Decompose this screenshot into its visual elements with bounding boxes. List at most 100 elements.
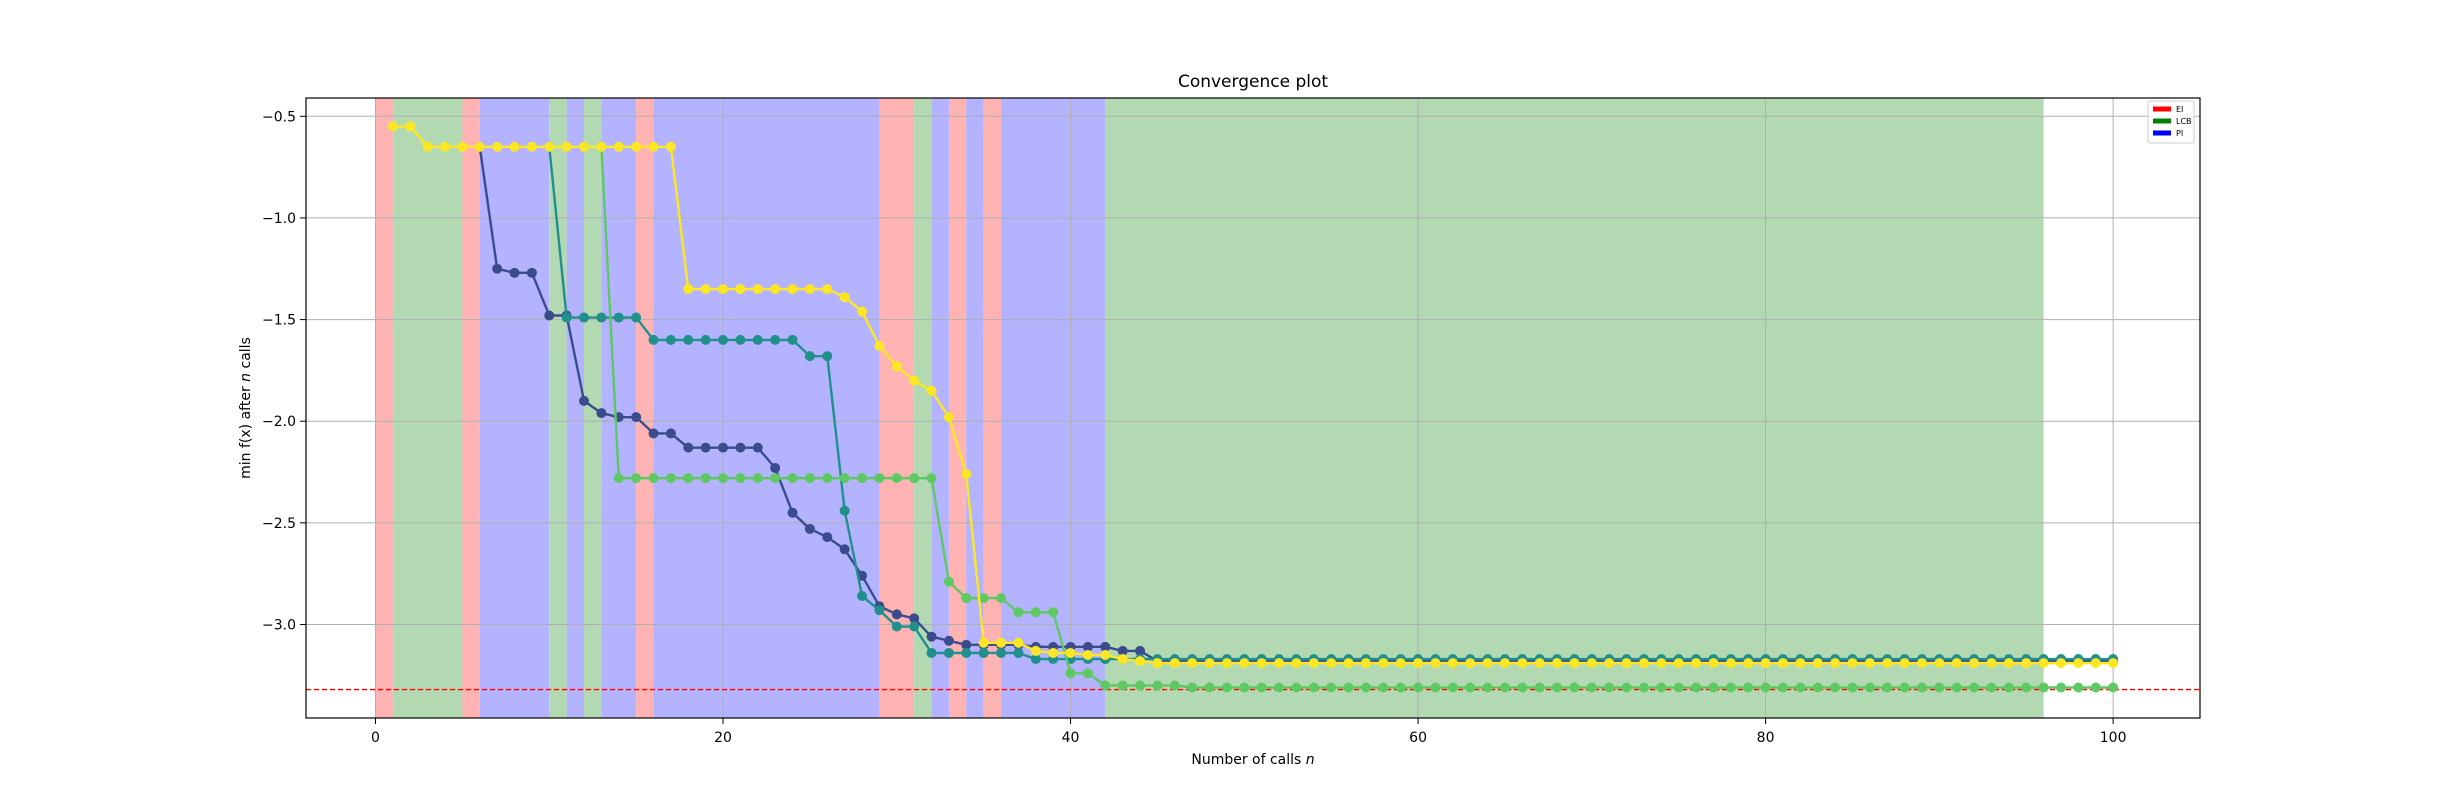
band-ei-2 — [462, 98, 480, 718]
series-point — [1777, 682, 1788, 693]
series-point — [874, 473, 885, 484]
series-point — [1308, 682, 1319, 693]
series-point — [804, 284, 815, 295]
series-line — [392, 125, 2114, 665]
series-point — [665, 428, 676, 439]
series-point — [1899, 682, 1910, 693]
series-point — [1604, 658, 1615, 669]
series-point — [839, 292, 850, 303]
series-point — [1135, 645, 1146, 656]
series-point — [526, 141, 537, 152]
series-point — [1048, 607, 1059, 618]
series-point — [1552, 658, 1563, 669]
band-pi-12 — [931, 98, 949, 718]
x-axis-label-text: Number of calls — [1191, 752, 1301, 768]
series-point — [1152, 658, 1163, 669]
series-point — [631, 141, 642, 152]
series-point — [1030, 607, 1041, 618]
series-point — [1465, 658, 1476, 669]
series-point — [1795, 682, 1806, 693]
legend-label-ei: EI — [2176, 105, 2183, 114]
series-point — [700, 442, 711, 453]
series-point — [1760, 658, 1771, 669]
y-tick-label: −1.0 — [262, 211, 296, 227]
series-point — [405, 121, 416, 132]
series-point — [1360, 658, 1371, 669]
series-point — [561, 312, 572, 323]
series-point — [926, 385, 937, 396]
series-point — [1291, 658, 1302, 669]
series-point — [2090, 658, 2101, 669]
series-point — [857, 591, 868, 602]
series-point — [561, 141, 572, 152]
series-point — [1708, 658, 1719, 669]
x-tick-label: 0 — [371, 730, 380, 746]
series-point — [857, 473, 868, 484]
series-point — [1135, 680, 1146, 691]
series-point — [1326, 658, 1337, 669]
series-point — [787, 473, 798, 484]
series-point — [909, 473, 920, 484]
series-point — [787, 507, 798, 518]
series-point — [891, 621, 902, 632]
series-point — [1013, 647, 1024, 658]
series-point — [1239, 682, 1250, 693]
series-point — [1691, 682, 1702, 693]
series-point — [492, 263, 503, 274]
series-point — [1065, 668, 1076, 679]
series-point — [1951, 658, 1962, 669]
series-point — [961, 639, 972, 650]
series-point — [1065, 647, 1076, 658]
series-point — [1864, 658, 1875, 669]
series-point — [1725, 682, 1736, 693]
series-point — [1152, 680, 1163, 691]
series-point — [1117, 680, 1128, 691]
series-point — [683, 473, 694, 484]
series-point — [1777, 658, 1788, 669]
series-point — [891, 609, 902, 620]
series-point — [787, 334, 798, 345]
series-point — [1395, 682, 1406, 693]
series-point — [1465, 682, 1476, 693]
series-point — [996, 637, 1007, 648]
series-point — [2038, 682, 2049, 693]
series-point — [1430, 682, 1441, 693]
series-point — [1882, 682, 1893, 693]
grid-lines — [306, 98, 2200, 718]
series-point — [631, 312, 642, 323]
series-point — [857, 306, 868, 317]
series-point — [839, 473, 850, 484]
series-point — [1621, 658, 1632, 669]
series-point — [1534, 658, 1545, 669]
series-point — [1725, 658, 1736, 669]
series-point — [683, 284, 694, 295]
series-point — [718, 334, 729, 345]
band-pi-5 — [566, 98, 585, 718]
series-point — [1030, 645, 1041, 656]
series-point — [1378, 682, 1389, 693]
series-point — [822, 473, 833, 484]
series-point — [2003, 682, 2014, 693]
series-point — [1638, 682, 1649, 693]
series-3 — [387, 121, 2119, 669]
series-point — [700, 473, 711, 484]
acquisition-bands — [375, 98, 2044, 718]
series-point — [1812, 682, 1823, 693]
series-point — [1795, 658, 1806, 669]
series-point — [839, 505, 850, 516]
series-point — [839, 544, 850, 555]
series-point — [631, 473, 642, 484]
y-tick-label: −2.0 — [262, 414, 296, 430]
series-point — [1169, 680, 1180, 691]
series-point — [2021, 682, 2032, 693]
band-pi-3 — [479, 98, 550, 718]
series-point — [2055, 682, 2066, 693]
series-point — [1135, 656, 1146, 667]
series-point — [526, 267, 537, 278]
series-point — [1552, 682, 1563, 693]
series-point — [1221, 682, 1232, 693]
series-point — [770, 334, 781, 345]
series-point — [544, 310, 555, 321]
series-point — [1847, 682, 1858, 693]
series-point — [1413, 658, 1424, 669]
